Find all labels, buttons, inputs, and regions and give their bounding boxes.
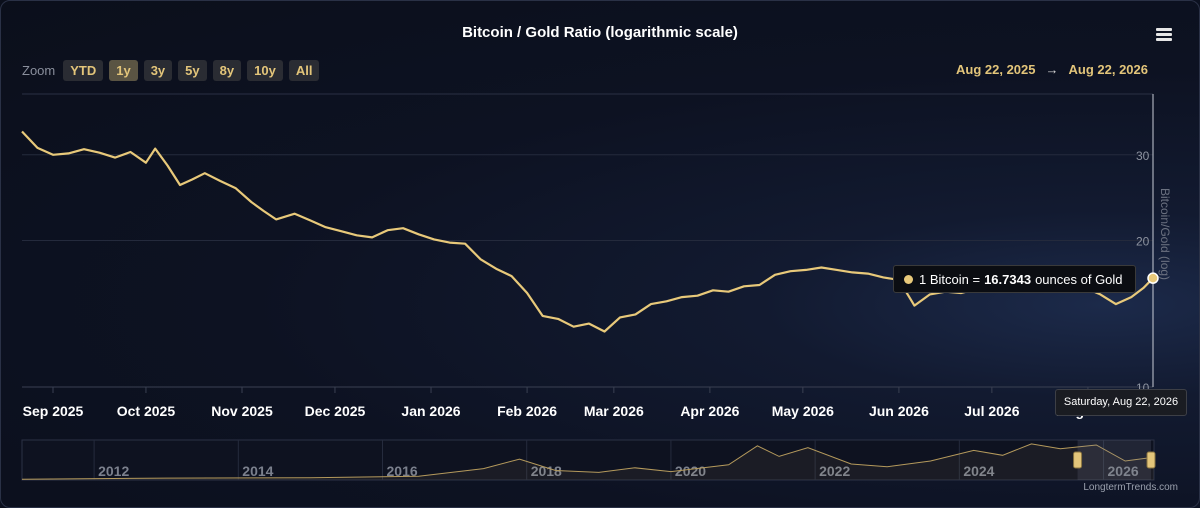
x-tick-label: Jul 2026 (964, 403, 1019, 419)
tooltip-suffix: ounces of Gold (1035, 271, 1123, 287)
range-end[interactable]: Aug 22, 2026 (1068, 62, 1149, 77)
navigator-tick-label: 2012 (98, 463, 129, 479)
series-dot-icon (904, 274, 913, 284)
range-start[interactable]: Aug 22, 2025 (956, 62, 1036, 77)
x-tick-label: May 2026 (772, 403, 834, 419)
y-axis-label: Bitcoin/Gold (log) (1158, 188, 1172, 280)
source-credit: LongtermTrends.com (1083, 482, 1178, 493)
tooltip-value: 16.7343 (984, 271, 1032, 287)
navigator-selection (1077, 440, 1151, 480)
hover-point (1147, 272, 1159, 284)
navigator-tick-label: 2026 (1108, 463, 1139, 479)
x-tick-label: Jun 2026 (869, 403, 929, 419)
navigator-tick-label: 2024 (963, 463, 994, 479)
navigator-tick-label: 2014 (242, 463, 273, 479)
crosshair-date-label: Saturday, Aug 22, 2026 (1055, 389, 1187, 416)
x-tick-label: Apr 2026 (680, 403, 739, 419)
zoom-controls: Zoom YTD 1y 3y 5y 8y 10y All (22, 60, 320, 81)
zoom-3y-button[interactable]: 3y (143, 60, 173, 81)
navigator-frame (21, 439, 1155, 481)
navigator-area (22, 443, 1154, 480)
arrow-right-icon: → (1045, 62, 1059, 77)
y-tick-label: 20 (1136, 235, 1150, 249)
navigator-tick-label: 2020 (675, 463, 706, 479)
x-tick-label: Sep 2025 (23, 403, 84, 419)
series-line (21, 130, 1154, 333)
x-tick-label: Oct 2025 (117, 403, 176, 419)
zoom-all-button[interactable]: All (288, 60, 320, 81)
x-tick-label: Mar 2026 (584, 403, 644, 419)
zoom-10y-button[interactable]: 10y (247, 60, 283, 81)
navigator-tick-label: 2016 (387, 463, 418, 479)
navigator-line (21, 443, 1155, 480)
zoom-8y-button[interactable]: 8y (212, 60, 242, 81)
navigator-handle[interactable] (1073, 451, 1083, 469)
tooltip-prefix: 1 Bitcoin = (919, 271, 981, 287)
x-tick-label: Jan 2026 (401, 403, 460, 419)
y-tick-label: 30 (1136, 149, 1150, 163)
zoom-label: Zoom (22, 63, 56, 78)
navigator-tick-label: 2018 (531, 463, 562, 479)
x-tick-label: Feb 2026 (497, 403, 557, 419)
x-tick-label: Dec 2025 (305, 403, 366, 419)
hamburger-menu-icon[interactable] (1156, 28, 1172, 42)
zoom-1y-button[interactable]: 1y (109, 60, 138, 81)
zoom-ytd-button[interactable]: YTD (63, 60, 104, 81)
zoom-5y-button[interactable]: 5y (178, 60, 207, 81)
navigator-tick-label: 2022 (819, 463, 850, 479)
x-tick-label: Nov 2025 (211, 403, 273, 419)
navigator-handle[interactable] (1146, 451, 1156, 469)
chart-title: Bitcoin / Gold Ratio (logarithmic scale) (462, 24, 738, 41)
date-range: Aug 22, 2025 → Aug 22, 2026 (956, 62, 1148, 77)
value-tooltip: 1 Bitcoin = 16.7343 ounces of Gold (893, 265, 1136, 293)
